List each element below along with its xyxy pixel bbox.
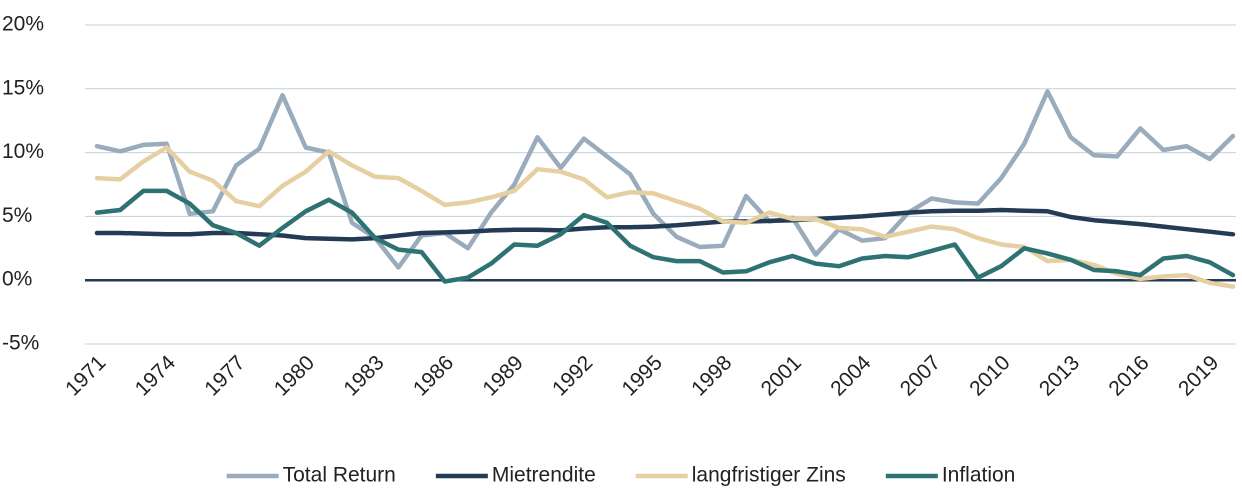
legend-item: Total Return — [226, 464, 396, 487]
legend-item: Mietrendite — [435, 464, 596, 487]
y-tick-label: 5% — [2, 204, 32, 227]
legend: Total Return Mietrendite langfristiger Zin… — [226, 464, 1016, 487]
x-tick-label: 1974 — [131, 351, 181, 401]
y-tick-label: 0% — [2, 268, 32, 291]
y-tick-label: -5% — [2, 332, 39, 355]
x-tick-label: 1971 — [61, 351, 110, 400]
series-line — [94, 207, 1236, 242]
x-tick-label: 1992 — [548, 351, 597, 400]
y-tick-label: 15% — [2, 76, 44, 99]
x-tick-label: 1986 — [409, 351, 458, 400]
legend-item: langfristiger Zins — [635, 464, 846, 487]
x-tick-label: 2010 — [965, 351, 1014, 400]
x-tick-label: 2013 — [1035, 351, 1084, 400]
x-tick-label: 1977 — [200, 351, 249, 400]
legend-label: Total Return — [283, 464, 396, 487]
x-tick-label: 1983 — [339, 351, 388, 400]
legend-label: langfristiger Zins — [692, 464, 846, 487]
x-tick-label: 1989 — [478, 351, 527, 400]
x-tick-label: 1998 — [687, 351, 736, 400]
x-tick-label: 1995 — [618, 351, 667, 400]
x-tick-label: 2001 — [757, 351, 806, 400]
x-tick-label: 2016 — [1104, 351, 1153, 400]
x-tick-label: 2019 — [1174, 351, 1223, 400]
legend-item: Inflation — [885, 464, 1016, 487]
legend-label: Inflation — [942, 464, 1016, 487]
y-tick-label: 10% — [2, 140, 44, 163]
series-line — [94, 188, 1236, 284]
x-tick-label: 1980 — [270, 351, 319, 400]
y-tick-label: 20% — [2, 13, 44, 36]
series-line — [94, 145, 1236, 289]
x-tick-label: 2004 — [826, 351, 876, 401]
legend-label: Mietrendite — [492, 464, 596, 487]
x-tick-label: 2007 — [896, 351, 945, 400]
